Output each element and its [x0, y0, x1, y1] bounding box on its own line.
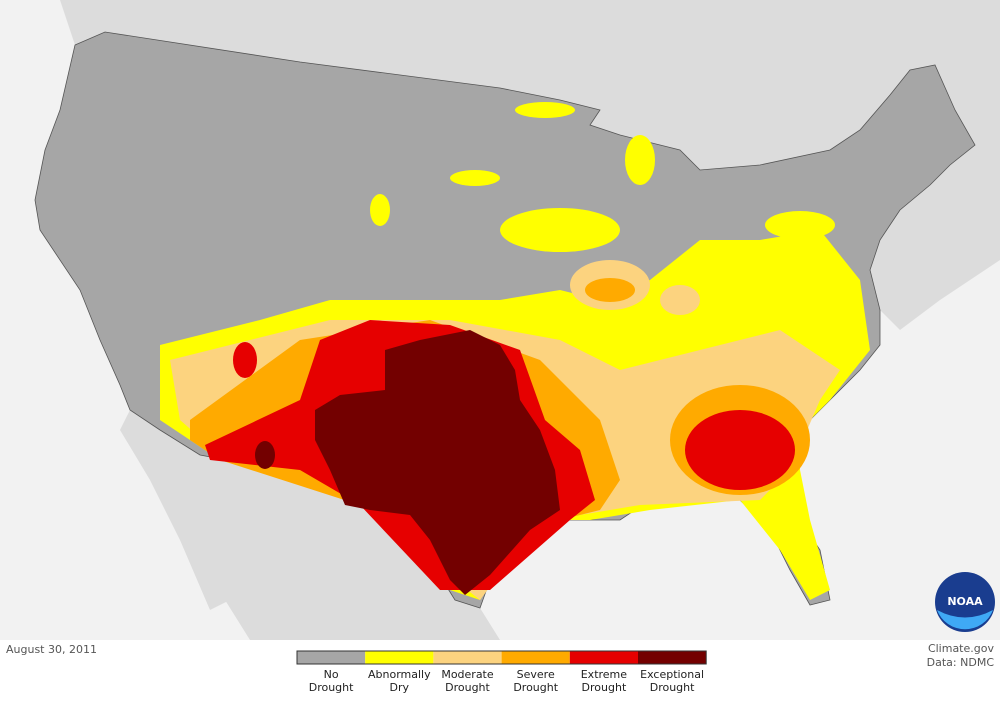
legend-label: Drought [582, 681, 627, 694]
footer [0, 640, 1000, 704]
drought-area [515, 102, 575, 118]
legend-label: Drought [309, 681, 354, 694]
credit: Climate.gov [928, 642, 995, 655]
drought-areas [160, 102, 870, 600]
legend-label: Moderate [441, 668, 494, 681]
legend-label: Drought [513, 681, 558, 694]
drought-area [585, 278, 635, 302]
legend-swatch [569, 651, 638, 664]
drought-area [370, 194, 390, 226]
legend-label: No [324, 668, 339, 681]
legend-swatch [297, 651, 366, 664]
drought-area [315, 330, 560, 595]
legend-label: Exceptional [640, 668, 704, 681]
legend-swatch [638, 651, 707, 664]
legend-swatch [501, 651, 570, 664]
legend-label: Extreme [581, 668, 628, 681]
drought-area [500, 208, 620, 252]
legend: NoDroughtAbnormallyDryModerateDroughtSev… [296, 650, 707, 694]
drought-area [765, 211, 835, 239]
drought-area [625, 135, 655, 185]
mexico [120, 410, 500, 640]
legend-label: Severe [517, 668, 555, 681]
legend-swatch [433, 651, 502, 664]
date: August 30, 2011 [6, 643, 97, 656]
drought-area [660, 285, 700, 315]
noaa-logo: NOAA [935, 572, 995, 632]
legend-label: Drought [445, 681, 490, 694]
drought-area [450, 170, 500, 186]
canada [0, 0, 1000, 330]
logo-text: NOAA [947, 595, 983, 608]
legend-border [296, 650, 707, 665]
logo-wave [937, 610, 993, 630]
drought-area [255, 441, 275, 469]
legend-label: Abnormally [368, 668, 431, 681]
drought-area [685, 410, 795, 490]
legend-swatch [365, 651, 434, 664]
drought-area [233, 342, 257, 378]
legend-label: Drought [650, 681, 695, 694]
source: Data: NDMC [927, 656, 995, 669]
legend-label: Dry [390, 681, 410, 694]
